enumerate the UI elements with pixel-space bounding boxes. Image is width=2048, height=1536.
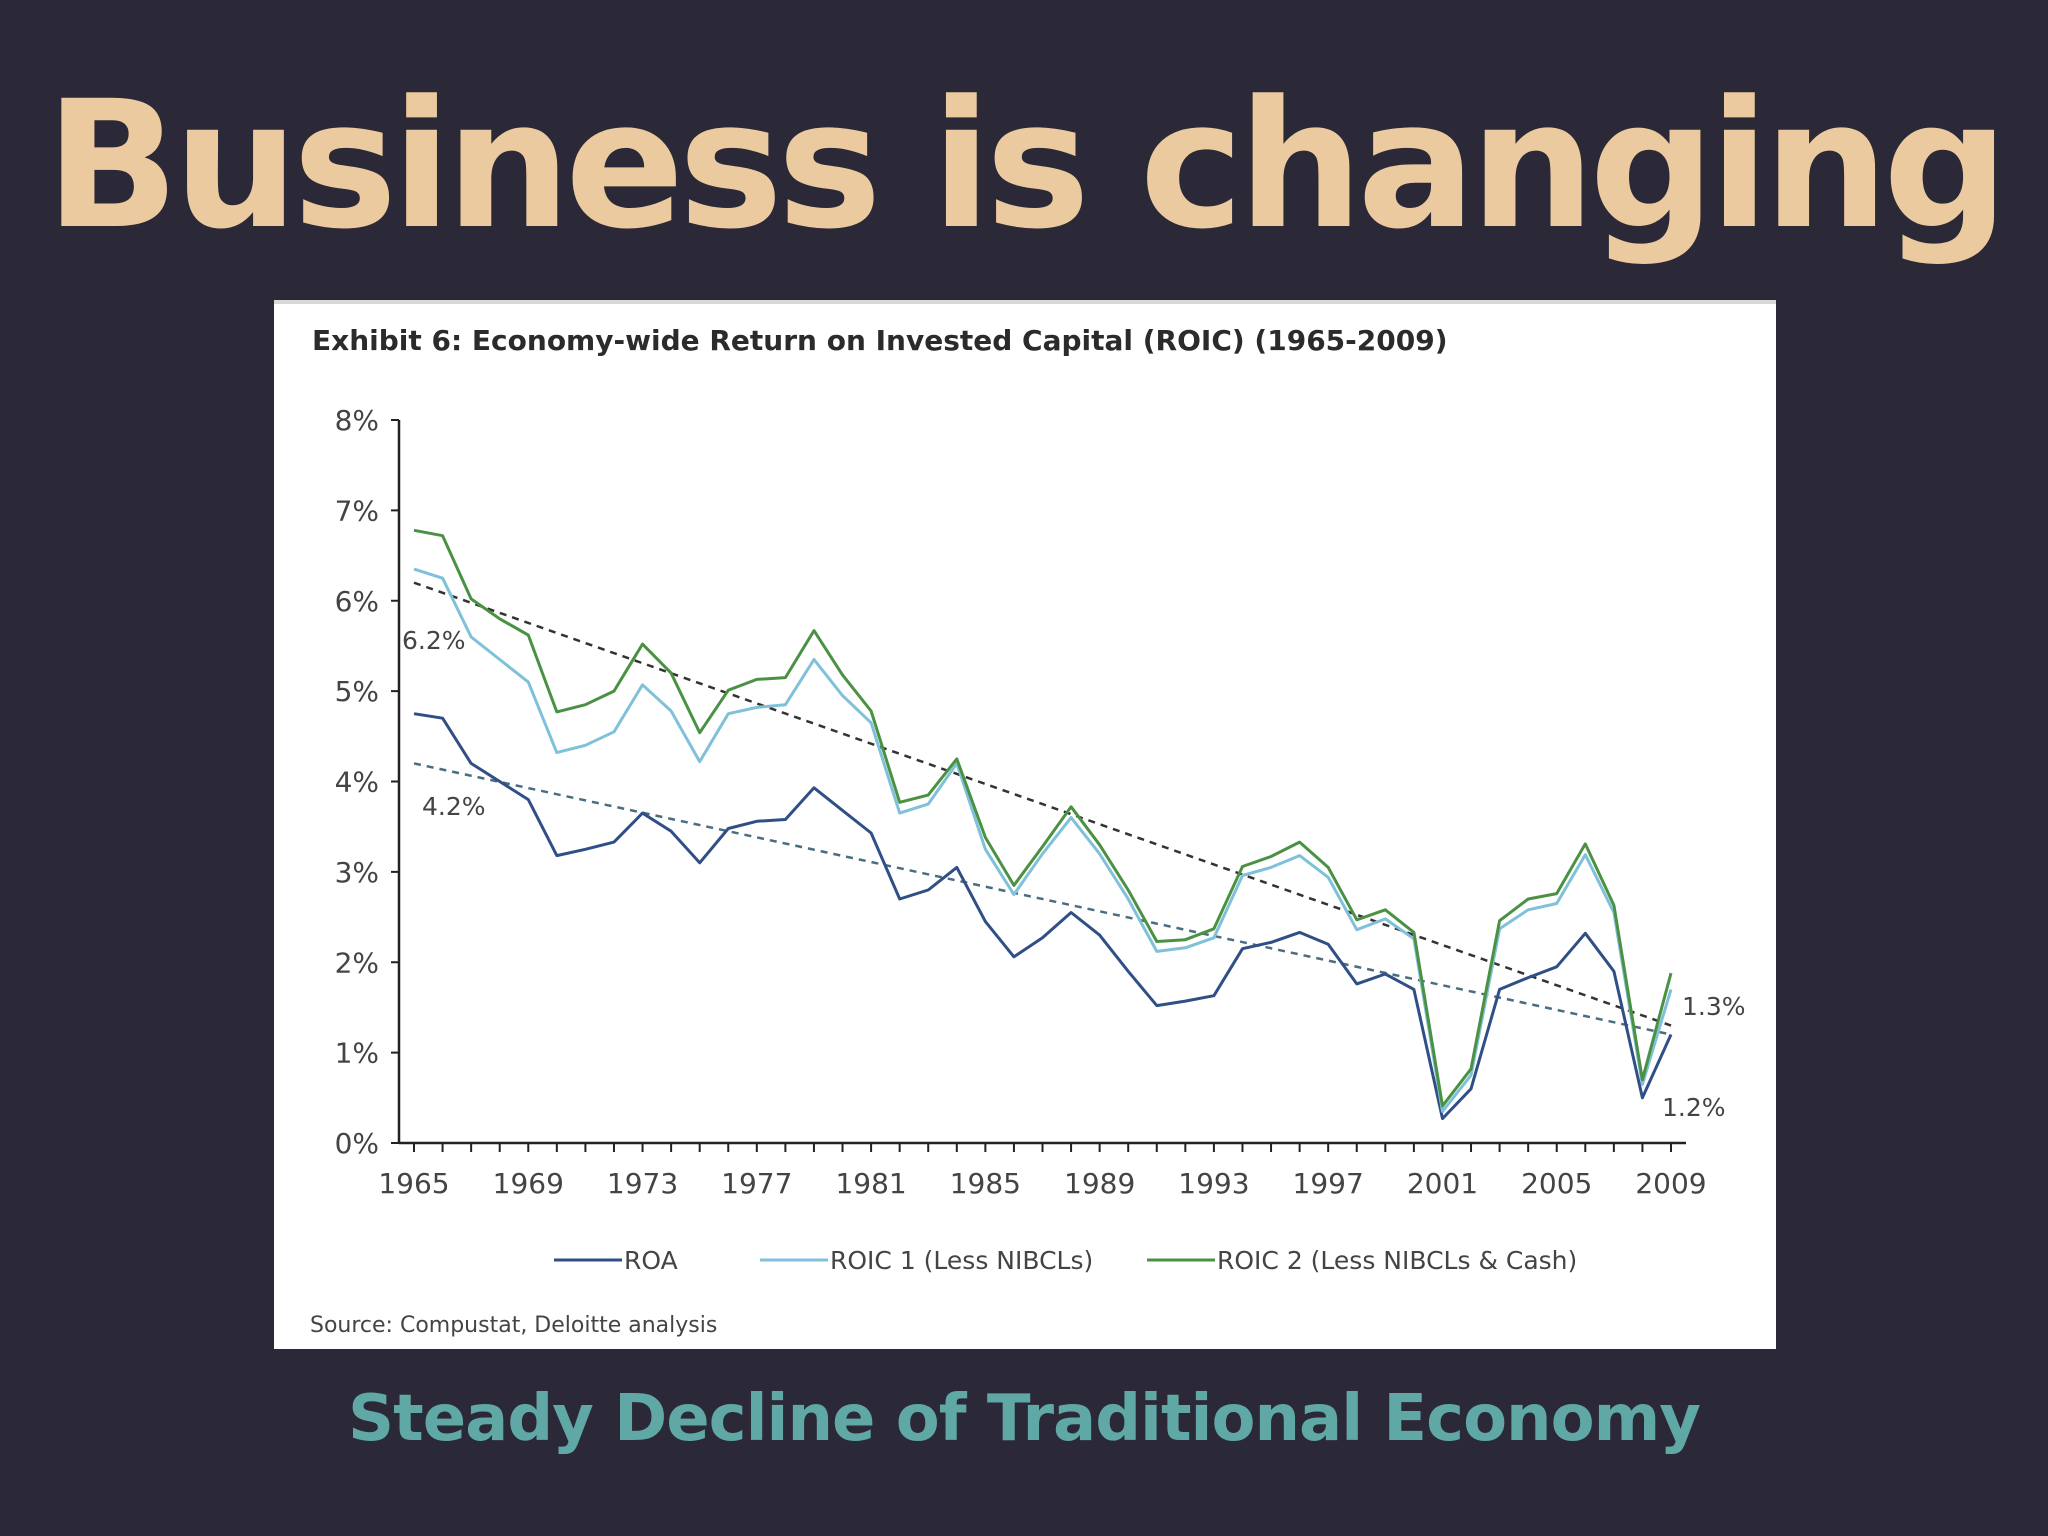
legend-label: ROIC 1 (Less NIBCLs) xyxy=(830,1246,1093,1275)
x-tick-label: 1977 xyxy=(721,1167,792,1200)
slide-title: Business is changing xyxy=(45,63,2009,268)
x-tick-label: 1969 xyxy=(493,1167,564,1200)
roic2-line xyxy=(413,528,1673,1108)
y-tick-label: 2% xyxy=(335,946,379,979)
chart-panel: Exhibit 6: Economy-wide Return on Invest… xyxy=(274,300,1776,1349)
legend-item: ROIC 2 (Less NIBCLs & Cash) xyxy=(1147,1246,1577,1275)
y-tick-label: 3% xyxy=(335,856,379,889)
x-tick-label: 2009 xyxy=(1635,1167,1706,1200)
trend-end-label: 1.2% xyxy=(1662,1093,1726,1122)
x-tick-label: 1993 xyxy=(1178,1167,1249,1200)
roa-line xyxy=(413,712,1673,1121)
x-tick-label: 2005 xyxy=(1521,1167,1592,1200)
slide-subtitle: Steady Decline of Traditional Economy xyxy=(348,1382,1701,1456)
trend-lines xyxy=(413,581,1672,1036)
trend-labels: 6.2% 1.3% 4.2% 1.2% xyxy=(402,626,1746,1122)
x-tick-label: 1973 xyxy=(607,1167,678,1200)
chart-axes: 0% 1% 2% 3% 4% 5% 6% 7% 8% 1965 1969 1973 1977 1981 19… xyxy=(335,404,1707,1200)
x-tick-label: 1981 xyxy=(835,1167,906,1200)
x-tick-label: 2001 xyxy=(1407,1167,1478,1200)
y-tick-label: 8% xyxy=(335,404,379,437)
chart-source: Source: Compustat, Deloitte analysis xyxy=(310,1313,717,1338)
chart-legend: ROA ROIC 1 (Less NIBCLs) ROIC 2 (Less NIBC… xyxy=(554,1246,1577,1275)
legend-item: ROA xyxy=(554,1246,678,1275)
x-tick-label: 1997 xyxy=(1293,1167,1364,1200)
y-tick-label: 7% xyxy=(335,494,379,527)
legend-label: ROIC 2 (Less NIBCLs & Cash) xyxy=(1217,1246,1577,1275)
chart-title: Exhibit 6: Economy-wide Return on Invest… xyxy=(312,324,1448,357)
trend-line xyxy=(413,581,1672,1027)
chart-series xyxy=(413,528,1673,1121)
trend-start-label: 4.2% xyxy=(422,792,486,821)
x-tick-label: 1989 xyxy=(1064,1167,1135,1200)
y-tick-label: 5% xyxy=(335,675,379,708)
x-tick-label: 1965 xyxy=(378,1167,449,1200)
trend-line xyxy=(413,762,1672,1036)
roic1-line xyxy=(413,567,1673,1113)
y-tick-label: 1% xyxy=(335,1037,379,1070)
trend-start-label: 6.2% xyxy=(402,626,466,655)
x-tick-label: 1985 xyxy=(950,1167,1021,1200)
trend-end-label: 1.3% xyxy=(1682,992,1746,1021)
y-tick-label: 0% xyxy=(335,1127,379,1160)
y-tick-label: 4% xyxy=(335,766,379,799)
legend-label: ROA xyxy=(624,1246,678,1275)
legend-item: ROIC 1 (Less NIBCLs) xyxy=(760,1246,1093,1275)
roic-line-chart: Exhibit 6: Economy-wide Return on Invest… xyxy=(310,324,1746,1338)
y-tick-label: 6% xyxy=(335,585,379,618)
